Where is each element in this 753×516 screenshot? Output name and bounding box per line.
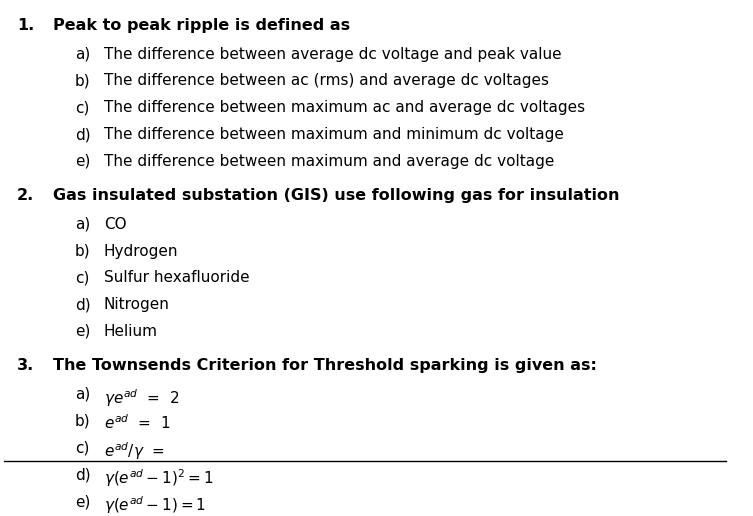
Text: The difference between maximum and minimum dc voltage: The difference between maximum and minim… [104,127,564,142]
Text: a): a) [75,387,90,402]
Text: Helium: Helium [104,324,158,339]
Text: 1.: 1. [17,18,35,33]
Text: Nitrogen: Nitrogen [104,297,169,312]
Text: d): d) [75,467,90,482]
Text: e): e) [75,494,90,509]
Text: $\gamma(e^{ad} - 1) = 1$: $\gamma(e^{ad} - 1) = 1$ [104,494,206,515]
Text: c): c) [75,100,90,115]
Text: b): b) [75,244,90,259]
Text: Gas insulated substation (GIS) use following gas for insulation: Gas insulated substation (GIS) use follo… [53,188,620,203]
Text: $e^{ad}/\gamma$  =: $e^{ad}/\gamma$ = [104,441,165,462]
Text: c): c) [75,441,90,456]
Text: The difference between maximum and average dc voltage: The difference between maximum and avera… [104,154,554,169]
Text: Sulfur hexafluoride: Sulfur hexafluoride [104,270,249,285]
Text: a): a) [75,217,90,232]
Text: The Townsends Criterion for Threshold sparking is given as:: The Townsends Criterion for Threshold sp… [53,358,597,373]
Text: b): b) [75,414,90,429]
Text: e): e) [75,324,90,339]
Text: e): e) [75,154,90,169]
Text: Hydrogen: Hydrogen [104,244,178,259]
Text: $e^{ad}$  =  1: $e^{ad}$ = 1 [104,414,170,432]
Text: c): c) [75,270,90,285]
Text: Peak to peak ripple is defined as: Peak to peak ripple is defined as [53,18,350,33]
Text: b): b) [75,73,90,88]
Text: $\gamma e^{ad}$  =  2: $\gamma e^{ad}$ = 2 [104,387,179,409]
Text: d): d) [75,127,90,142]
Text: The difference between maximum ac and average dc voltages: The difference between maximum ac and av… [104,100,585,115]
Text: The difference between average dc voltage and peak value: The difference between average dc voltag… [104,46,562,62]
Text: d): d) [75,297,90,312]
Text: 3.: 3. [17,358,35,373]
Text: The difference between ac (rms) and average dc voltages: The difference between ac (rms) and aver… [104,73,549,88]
Text: 2.: 2. [17,188,35,203]
Text: CO: CO [104,217,127,232]
Text: $\gamma(e^{ad} - 1)^2 = 1$: $\gamma(e^{ad} - 1)^2 = 1$ [104,467,213,489]
Text: a): a) [75,46,90,62]
